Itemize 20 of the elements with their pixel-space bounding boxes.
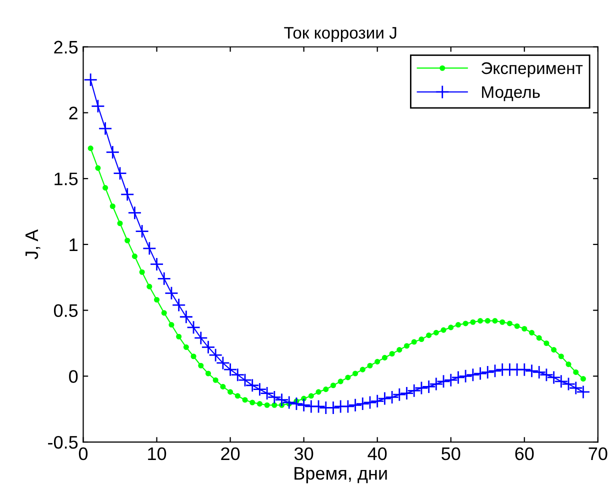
x-tick-label: 50 [442, 447, 460, 460]
y-tick-label: 2 [69, 106, 78, 120]
y-tick-label: 0.5 [54, 304, 78, 318]
y-tick-label: -0.5 [48, 436, 78, 449]
x-tick-label: 70 [588, 447, 608, 460]
x-tick-label: 60 [515, 447, 534, 460]
y-axis-title: J, A [26, 229, 40, 260]
x-tick-label: 30 [294, 447, 314, 460]
x-axis-title: Время, дни [294, 467, 387, 484]
y-tick-label: 1 [70, 238, 78, 251]
x-tick-label: 10 [148, 447, 166, 460]
legend-label: Модель [482, 86, 540, 102]
x-tick-label: 40 [368, 447, 387, 460]
legend-label: Эксперимент [482, 62, 583, 78]
x-tick-label: 20 [221, 447, 240, 460]
chart-title: Ток коррозии J [284, 27, 396, 42]
x-tick-label: 0 [78, 447, 88, 460]
y-tick-label: 0 [69, 370, 78, 383]
y-tick-label: 1.5 [54, 172, 78, 186]
y-tick-label: 2.5 [54, 40, 78, 54]
